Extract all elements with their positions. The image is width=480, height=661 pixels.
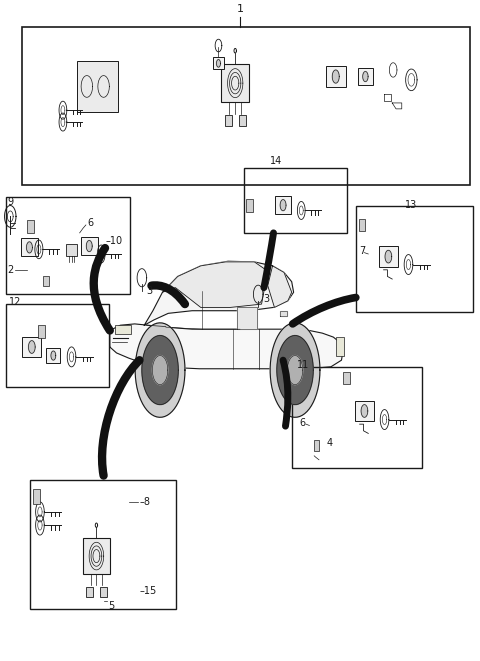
Polygon shape [280,200,286,211]
Text: –15: –15 [140,586,157,596]
Bar [239,115,246,126]
Text: 14: 14 [270,155,282,166]
Polygon shape [135,323,185,417]
Polygon shape [28,340,35,354]
Bar [86,586,93,597]
Text: 1: 1 [237,4,243,14]
Polygon shape [280,311,287,316]
Bar [358,68,373,85]
Text: 3: 3 [147,286,153,296]
Polygon shape [26,242,32,253]
Bar [47,348,60,363]
Text: 6: 6 [300,418,306,428]
Bar [275,196,291,214]
Text: 5: 5 [108,601,115,611]
Bar [336,337,344,356]
Bar [6,304,109,387]
Bar [22,27,470,185]
Text: 6: 6 [88,218,94,228]
Polygon shape [385,251,392,263]
Bar [221,64,249,102]
Polygon shape [110,324,343,369]
Bar [38,325,45,338]
Bar [225,115,232,126]
Bar [379,247,398,267]
Bar [21,239,38,256]
Text: 11: 11 [297,360,309,370]
Polygon shape [237,307,257,329]
Bar [77,61,118,112]
Bar [27,220,34,233]
Bar [355,401,374,421]
Polygon shape [216,59,220,67]
Polygon shape [288,356,303,385]
Bar [359,219,365,231]
Bar [81,237,97,255]
Text: –8: –8 [140,497,151,507]
Bar [33,489,40,504]
Polygon shape [363,71,368,81]
Text: 4: 4 [326,438,332,447]
Text: 2: 2 [7,265,13,275]
Bar [244,169,347,233]
Text: 9: 9 [7,197,13,207]
Text: 7: 7 [359,247,365,256]
Polygon shape [142,336,178,405]
Bar [115,325,132,334]
Text: 12: 12 [9,297,22,307]
Polygon shape [268,266,292,307]
Polygon shape [51,351,56,360]
Bar [6,196,130,294]
Bar [66,245,77,256]
Polygon shape [162,262,268,307]
Polygon shape [153,356,168,385]
Polygon shape [277,336,313,405]
Bar [83,538,110,574]
Bar [22,336,41,357]
Bar [343,371,349,384]
Polygon shape [270,323,320,417]
Text: 3: 3 [263,294,269,304]
Polygon shape [86,241,92,252]
Bar [314,440,320,451]
Bar [356,206,473,312]
Bar [100,586,107,597]
Bar [246,199,253,212]
Bar [292,368,422,468]
Bar [326,66,346,87]
Text: 13: 13 [405,200,418,210]
Polygon shape [332,70,339,83]
Polygon shape [361,405,368,417]
Bar [213,58,224,69]
Polygon shape [144,261,294,325]
Bar [30,481,176,609]
Text: –10: –10 [105,236,122,246]
Bar [43,276,49,286]
